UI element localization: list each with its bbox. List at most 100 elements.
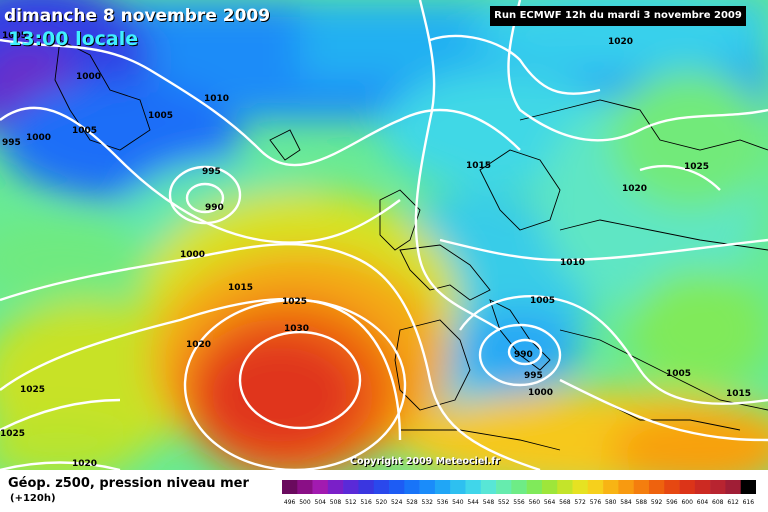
scale-tick-label: 608 [712, 499, 724, 506]
isobar-label: 1020 [622, 184, 647, 194]
scale-swatch [480, 480, 497, 494]
legend-subtitle: (+120h) [10, 493, 56, 504]
scale-swatch [297, 480, 313, 494]
scale-tick-label: 592 [651, 499, 663, 506]
scale-swatch [694, 480, 711, 494]
isobar-label: 1010 [560, 258, 585, 268]
scale-swatch [664, 480, 680, 494]
scale-swatch [618, 480, 634, 494]
weather-map: 1005 1000 1005 995 1000 1005 1010 995 99… [0, 0, 768, 470]
isobar-label: 1000 [180, 250, 205, 260]
map-canvas: 1005 1000 1005 995 1000 1005 1010 995 99… [0, 0, 768, 470]
forecast-date: dimanche 8 novembre 2009 [4, 6, 271, 26]
scale-tick-label: 596 [666, 499, 678, 506]
isobar-label: 1030 [284, 324, 309, 334]
scale-tick-label: 512 [345, 499, 357, 506]
scale-tick-label: 548 [483, 499, 495, 506]
isobar-labels: 1005 1000 1005 995 1000 1005 1010 995 99… [0, 31, 751, 469]
scale-tick-label: 496 [284, 499, 296, 506]
scale-tick-label: 604 [697, 499, 709, 506]
isobar-label: 1005 [666, 369, 691, 379]
scale-swatch [648, 480, 665, 494]
scale-swatch [603, 480, 619, 494]
scale-tick-label: 560 [529, 499, 541, 506]
scale-swatch [282, 480, 298, 494]
scale-swatch [710, 480, 726, 494]
scale-tick-label: 576 [590, 499, 602, 506]
scale-tick-label: 572 [574, 499, 586, 506]
scale-swatch [450, 480, 466, 494]
scale-tick-label: 588 [636, 499, 648, 506]
scale-tick-label: 556 [513, 499, 525, 506]
scale-swatch [557, 480, 573, 494]
isobar-label: 1025 [20, 385, 45, 395]
isobar-label: 1000 [26, 133, 51, 143]
scale-swatch [725, 480, 742, 494]
scale-swatch [511, 480, 527, 494]
scale-tick-label: 528 [406, 499, 418, 506]
isobar-label: 995 [202, 167, 221, 177]
scale-tick-label: 520 [376, 499, 388, 506]
scale-swatch [434, 480, 451, 494]
isobar-label: 1010 [204, 94, 229, 104]
color-scale: 496 500 504 508 512 516 520 524 528 532 536 540 544 5… [282, 480, 756, 506]
scale-swatch [343, 480, 359, 494]
coastlines [54, 39, 768, 451]
isobar-label: 990 [205, 203, 224, 213]
scale-tick-label: 544 [467, 499, 479, 506]
scale-swatch [496, 480, 512, 494]
isobars [0, 0, 768, 470]
copyright-text: Copyright 2009 Meteociel.fr [350, 456, 501, 467]
isobar-label: 1005 [2, 31, 27, 41]
forecast-time: 13:00 locale [8, 28, 139, 50]
scale-swatch [526, 480, 543, 494]
scale-swatch [327, 480, 344, 494]
isobar-label: 1005 [72, 126, 97, 136]
scale-tick-label: 600 [681, 499, 693, 506]
scale-swatch [740, 480, 756, 494]
scale-swatch [587, 480, 604, 494]
isobar-label: 1020 [186, 340, 211, 350]
scale-tick-label: 568 [559, 499, 571, 506]
scale-tick-label: 616 [743, 499, 755, 506]
scale-swatch [679, 480, 696, 494]
scale-swatch [312, 480, 329, 494]
scale-swatch [541, 480, 558, 494]
scale-swatch [633, 480, 650, 494]
isobar-label: 1005 [530, 296, 555, 306]
isobar-label: 1025 [0, 429, 25, 439]
isobar-label: 1015 [466, 161, 491, 171]
scale-tick-label: 524 [391, 499, 403, 506]
scale-swatch [358, 480, 375, 494]
isobar-label: 1020 [608, 37, 633, 47]
scale-swatch [373, 480, 390, 494]
scale-tick-label: 580 [605, 499, 617, 506]
scale-tick-label: 540 [452, 499, 464, 506]
scale-swatch [572, 480, 589, 494]
isobar-label: 1000 [76, 72, 101, 82]
scale-tick-label: 564 [544, 499, 556, 506]
scale-tick-label: 500 [299, 499, 311, 506]
scale-tick-label: 584 [620, 499, 632, 506]
isobar-label: 1020 [72, 459, 97, 469]
isobar-label: 1015 [228, 283, 253, 293]
isobar-label: 995 [2, 138, 21, 148]
model-run-label: Run ECMWF 12h du mardi 3 novembre 2009 [490, 6, 746, 26]
scale-tick-label: 612 [727, 499, 739, 506]
isobar-label: 1005 [148, 111, 173, 121]
scale-tick-label: 552 [498, 499, 510, 506]
scale-swatch [419, 480, 436, 494]
isobar-label: 1025 [684, 162, 709, 172]
scale-tick-label: 516 [360, 499, 372, 506]
legend-title: Géop. z500, pression niveau mer [8, 476, 249, 491]
isobar-label: 990 [514, 350, 533, 360]
scale-swatch [404, 480, 420, 494]
scale-tick-label: 504 [315, 499, 327, 506]
isobar-label: 995 [524, 371, 543, 381]
scale-swatch [389, 480, 405, 494]
isobar-label: 1000 [528, 388, 553, 398]
scale-tick-label: 536 [437, 499, 449, 506]
scale-swatch [465, 480, 482, 494]
isobar-label: 1025 [282, 297, 307, 307]
isobar-label: 1015 [726, 389, 751, 399]
